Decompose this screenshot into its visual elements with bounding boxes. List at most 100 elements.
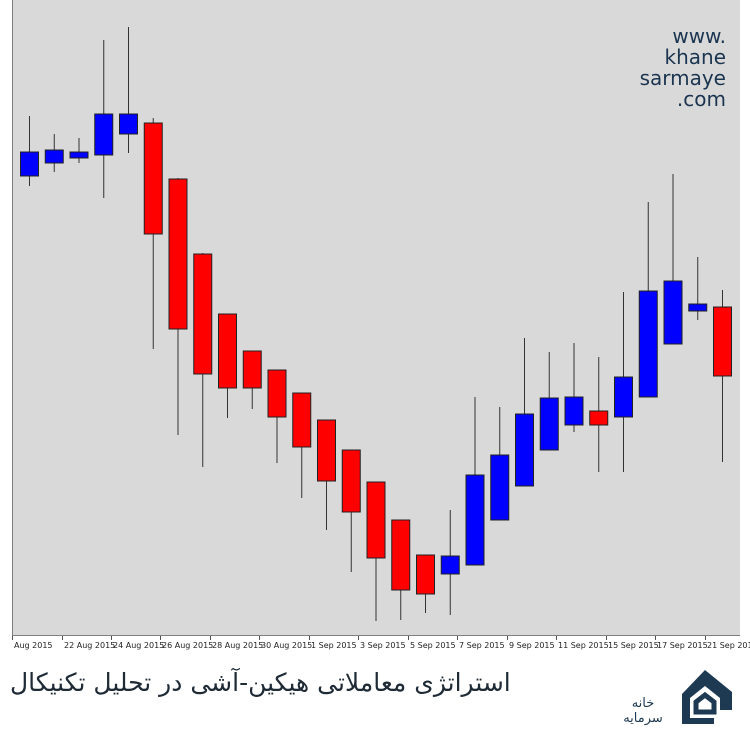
house-logo-icon [682,670,732,724]
x-tick-label: 24 Aug 2015 [113,641,165,650]
candle-body [292,392,312,448]
x-tick-mark [111,636,112,640]
x-tick-label: 15 Sep 2015 [608,641,659,650]
x-tick-mark [309,636,310,640]
candle-body [69,151,89,159]
x-tick-label: 30 Aug 2015 [261,641,313,650]
x-tick-label: 11 Sep 2015 [558,641,609,650]
candle [193,253,213,467]
candle [94,40,114,198]
candle [119,27,138,153]
watermark-line: .com [676,87,726,111]
candle [564,343,584,432]
x-tick-mark [210,636,211,640]
candle [589,357,609,472]
candle [465,397,485,566]
candle-body [663,280,683,345]
candle [391,519,411,620]
candle-body [341,449,361,513]
candle-body [366,481,386,559]
logo-text-line: خانه [631,696,655,711]
x-tick-mark [62,636,63,640]
x-axis: Aug 2015 22 Aug 2015 24 Aug 2015 26 Aug 201… [12,636,750,660]
x-tick-label: 5 Sep 2015 [410,641,456,650]
candle [44,134,64,172]
x-tick-label: 3 Sep 2015 [360,641,406,650]
candle [218,313,237,418]
watermark: www. khane sarmaye .com [640,26,726,110]
candle [292,392,312,498]
watermark-line: sarmaye [639,66,726,90]
x-tick-label: 9 Sep 2015 [509,641,555,650]
candle [416,554,435,613]
candle-body [143,122,163,235]
x-tick-mark [259,636,260,640]
candle [366,481,386,621]
candle [515,338,534,487]
candle [688,257,708,320]
candle [20,116,39,186]
candle-body [20,151,39,177]
x-tick-mark [457,636,458,640]
candle [539,352,559,451]
x-tick-mark [160,636,161,640]
x-tick-label: 17 Sep 2015 [657,641,708,650]
candle [168,178,188,435]
candle-body [267,369,287,418]
x-tick-mark [408,636,409,640]
candle [242,350,262,409]
candle [638,202,658,398]
candle-body [564,396,584,426]
candle-body [515,413,534,487]
candle [317,419,336,530]
x-tick-label: 21 Sep 2015 [707,641,750,650]
candle [614,292,633,472]
x-tick-label: 1 Sep 2015 [311,641,357,650]
candle [341,449,361,572]
candle [490,407,510,521]
candle-body [317,419,336,482]
candle [69,138,89,163]
watermark-line: www. [672,24,726,48]
x-tick-mark [705,636,706,640]
logo-text: خانه سرمایه [606,696,680,726]
x-tick-mark [12,636,13,640]
candle-body [242,350,262,389]
site-logo: خانه سرمایه [606,666,736,736]
candle-body [218,313,237,389]
x-tick-mark [556,636,557,640]
candle-body [168,178,188,330]
candle-body [614,376,633,418]
candle-body [465,474,485,566]
candle [440,510,460,615]
candle-body [119,113,138,135]
candle-body [539,397,559,451]
candle-body [416,554,435,595]
x-tick-label: 22 Aug 2015 [64,641,116,650]
footer: استراتژی معاملاتی هیکین-آشی در تحلیل تکن… [0,662,750,750]
candle-body [391,519,411,591]
candle-body [44,149,64,164]
candle [663,174,683,345]
x-tick-mark [655,636,656,640]
candle [713,290,732,462]
logo-text-line: سرمایه [623,711,663,726]
candle [143,118,163,349]
x-tick-mark [606,636,607,640]
x-tick-label: 26 Aug 2015 [162,641,214,650]
candle-body [589,410,609,426]
candle-body [193,253,213,375]
candle-body [490,454,510,521]
x-tick-label: Aug 2015 [14,641,53,650]
candle-body [638,290,658,398]
x-tick-mark [358,636,359,640]
candle [267,369,287,463]
watermark-line: khane [664,45,727,69]
chart-area [12,0,740,636]
chart-plot [20,27,732,621]
candle-body [94,113,114,156]
footer-title: استراتژی معاملاتی هیکین-آشی در تحلیل تکن… [10,668,511,697]
candle-body [713,306,732,377]
x-tick-mark [507,636,508,640]
x-tick-label: 28 Aug 2015 [212,641,264,650]
